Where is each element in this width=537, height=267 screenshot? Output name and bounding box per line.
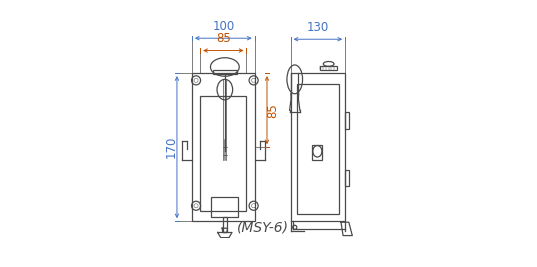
Bar [212, 197, 238, 217]
Text: 85: 85 [267, 103, 280, 117]
Bar [321, 66, 337, 70]
Bar [192, 73, 255, 221]
Text: 100: 100 [212, 20, 235, 33]
Text: 85: 85 [216, 32, 231, 45]
Bar [200, 96, 246, 211]
Bar [297, 84, 339, 214]
Text: 130: 130 [307, 21, 329, 34]
Bar [223, 217, 227, 233]
Bar [345, 170, 349, 186]
Bar [345, 112, 349, 129]
Bar [312, 145, 323, 159]
Bar [291, 73, 345, 221]
Bar [213, 70, 237, 74]
Text: 170: 170 [164, 136, 177, 158]
Text: (MSY-6): (MSY-6) [237, 220, 289, 234]
